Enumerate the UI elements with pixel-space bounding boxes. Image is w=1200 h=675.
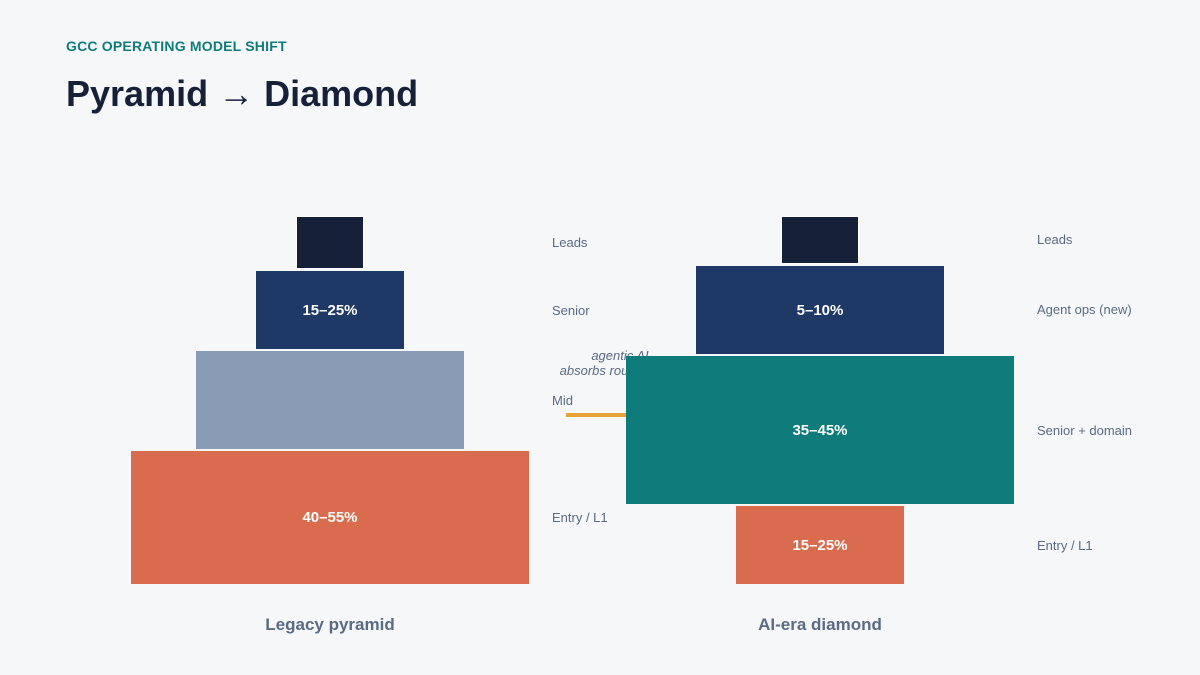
- diamond-entry-label: Entry / L1: [1037, 538, 1093, 553]
- legacy-mid-label: Mid: [552, 393, 573, 408]
- diamond-senior-domain-label: Senior + domain: [1037, 423, 1133, 438]
- eyebrow-label: GCC OPERATING MODEL SHIFT: [66, 38, 287, 54]
- legacy-senior-label: Senior: [552, 303, 590, 318]
- legacy-entry-value: 40–55%: [302, 509, 358, 526]
- diamond-entry-value: 15–25%: [792, 536, 848, 554]
- diamond-entry-block: 15–25%: [736, 506, 904, 584]
- legacy-mid-block: [196, 351, 464, 449]
- diamond-agent-ops-value: 5–10%: [796, 301, 844, 319]
- diamond-senior-domain-block: 35–45%: [626, 356, 1014, 504]
- legacy-leads-label: Leads: [552, 235, 588, 250]
- legacy-entry-block: 40–55%: [131, 451, 529, 584]
- legacy-caption: Legacy pyramid: [265, 615, 395, 634]
- legacy-senior-value: 15–25%: [302, 301, 358, 319]
- diamond-leads-label: Leads: [1037, 232, 1073, 247]
- page-title: Pyramid → Diamond: [66, 73, 419, 114]
- diamond-caption: AI-era diamond: [758, 615, 882, 634]
- diamond-leads-block: [781, 216, 859, 264]
- legacy-leads-block: [296, 216, 364, 269]
- legacy-senior-block: 15–25%: [256, 271, 404, 349]
- diamond-senior-domain-value: 35–45%: [792, 421, 848, 439]
- diamond-agent-ops-block: 5–10%: [696, 266, 944, 354]
- diamond-agent-ops-label: Agent ops (new): [1037, 302, 1132, 317]
- legacy-entry-label: Entry / L1: [552, 510, 608, 525]
